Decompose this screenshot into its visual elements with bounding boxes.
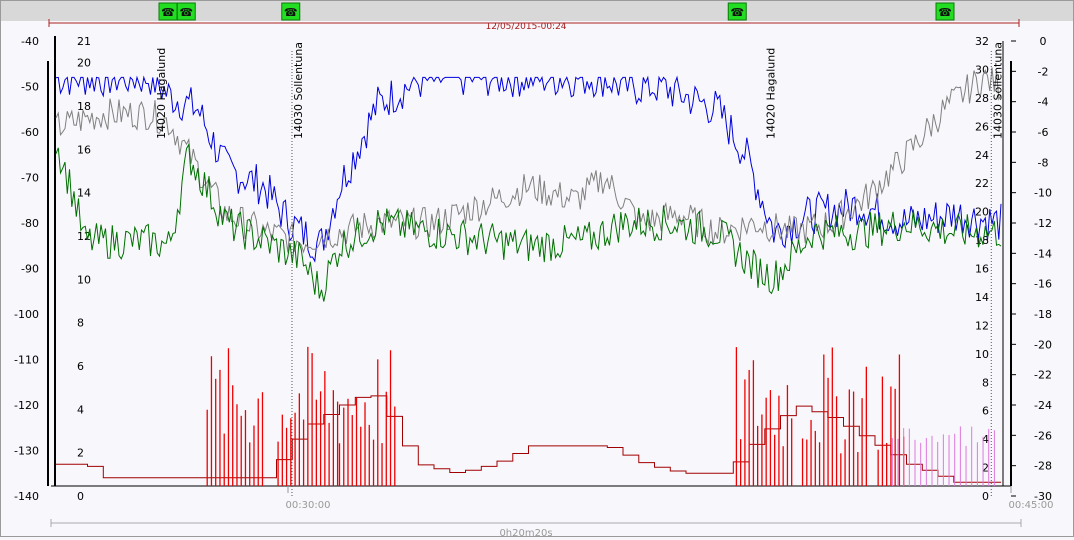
y-tick-label: -4 xyxy=(1038,96,1049,109)
y-tick-label: 4 xyxy=(77,403,84,416)
y-tick-label: 21 xyxy=(77,35,91,48)
duration-label: 0h20m20s xyxy=(499,528,552,536)
y-tick-label: 22 xyxy=(975,177,989,190)
top-strip xyxy=(1,1,1073,21)
y-tick-label: -26 xyxy=(1034,429,1052,442)
y-tick-label: -40 xyxy=(21,35,39,48)
y-tick-label: 24 xyxy=(975,149,989,162)
y-tick-label: -8 xyxy=(1038,156,1049,169)
y-tick-label: 4 xyxy=(982,433,989,446)
event-marker-icon xyxy=(727,2,747,21)
event-marker-icon xyxy=(935,2,955,21)
y-tick-label: -70 xyxy=(21,172,39,185)
y-tick-label: 30 xyxy=(975,63,989,76)
y-tick-label: -30 xyxy=(1034,490,1052,503)
series-line-2 xyxy=(55,67,1002,254)
timestamp-label: 12/05/2015-00:24 xyxy=(485,22,566,32)
y-tick-label: 2 xyxy=(982,462,989,475)
y-tick-label: 8 xyxy=(77,317,84,330)
y-tick-label: -80 xyxy=(21,217,39,230)
y-tick-label: -110 xyxy=(14,354,39,367)
y-tick-label: -24 xyxy=(1034,399,1052,412)
event-marker-glyph: ☎ xyxy=(161,6,175,19)
y-tick-label: -120 xyxy=(14,399,39,412)
y-tick-label: 16 xyxy=(975,263,989,276)
y-tick-label: -6 xyxy=(1038,126,1049,139)
y-tick-label: -16 xyxy=(1034,278,1052,291)
y-tick-label: -18 xyxy=(1034,308,1052,321)
event-marker-icon xyxy=(281,2,301,21)
y-tick-label: 14 xyxy=(975,291,989,304)
y-tick-label: 0 xyxy=(1040,35,1047,48)
y-tick-label: -90 xyxy=(21,263,39,276)
y-tick-label: -10 xyxy=(1034,187,1052,200)
y-tick-label: 8 xyxy=(982,376,989,389)
handover-annotation: 14020 Hagalund xyxy=(155,48,168,139)
y-tick-label: 6 xyxy=(982,405,989,418)
y-tick-label: 12 xyxy=(975,319,989,332)
series-line-1 xyxy=(55,75,1002,263)
y-tick-label: 10 xyxy=(77,273,91,286)
y-tick-label: 32 xyxy=(975,35,989,48)
y-tick-label: 18 xyxy=(77,100,91,113)
y-tick-label: 28 xyxy=(975,92,989,105)
y-tick-label: 20 xyxy=(975,206,989,219)
y-tick-label: -14 xyxy=(1034,247,1052,260)
series-line-3 xyxy=(55,142,1002,302)
y-tick-label: 20 xyxy=(77,57,91,70)
y-tick-label: -60 xyxy=(21,126,39,139)
y-tick-label: 6 xyxy=(77,360,84,373)
y-tick-label: 0 xyxy=(982,490,989,503)
y-tick-label: -12 xyxy=(1034,217,1052,230)
y-tick-label: -20 xyxy=(1034,338,1052,351)
y-tick-label: 10 xyxy=(975,348,989,361)
y-tick-label: 14 xyxy=(77,187,91,200)
y-tick-label: 0 xyxy=(77,490,84,503)
y-tick-label: 16 xyxy=(77,143,91,156)
y-tick-label: -22 xyxy=(1034,369,1052,382)
y-tick-label: 26 xyxy=(975,120,989,133)
handover-annotation: 14030 Sollentuna xyxy=(292,42,305,139)
y-tick-label: -100 xyxy=(14,308,39,321)
event-marker-icon xyxy=(176,2,196,21)
x-tick-label: 00:45:00 xyxy=(1009,500,1054,511)
handover-annotation: 14030 Sollentuna xyxy=(991,42,1004,139)
handover-annotation: 14020 Hagalund xyxy=(764,48,777,139)
y-tick-label: -50 xyxy=(21,81,39,94)
y-tick-label: -140 xyxy=(14,490,39,503)
y-tick-label: -28 xyxy=(1034,460,1052,473)
event-marker-glyph: ☎ xyxy=(284,6,298,19)
event-marker-glyph: ☎ xyxy=(730,6,744,19)
event-marker-glyph: ☎ xyxy=(179,6,193,19)
x-tick-label: 00:30:00 xyxy=(286,500,331,511)
y-tick-label: 2 xyxy=(77,447,84,460)
event-marker-glyph: ☎ xyxy=(938,6,952,19)
y-tick-label: -130 xyxy=(14,445,39,458)
y-tick-label: -2 xyxy=(1038,65,1049,78)
